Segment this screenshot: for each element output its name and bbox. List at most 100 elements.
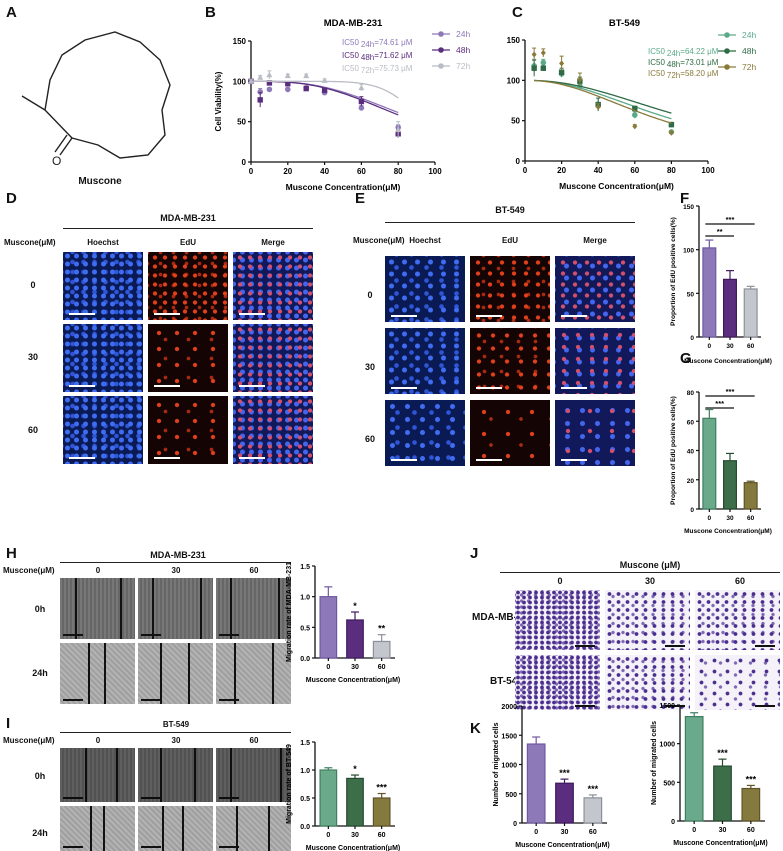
- transwell-row-mda: MDA-MB-231: [472, 612, 534, 623]
- edu-mda-col-merge: Merge: [261, 238, 285, 247]
- x-tick-label: 20: [283, 167, 292, 176]
- y-tick-label: 1.0: [300, 768, 310, 775]
- wound-bt-row-24h: 24h: [32, 828, 48, 838]
- data-point: [358, 98, 365, 105]
- x-tick-label: 30: [726, 343, 734, 350]
- panel-label-c: C: [512, 4, 523, 21]
- edu-mda-30: [148, 324, 228, 392]
- edu-bt-0: [470, 256, 550, 322]
- y-tick-label: 500: [663, 780, 675, 787]
- chart-g-edu-bt: 0 20 40 60 80 Proportion of EdU positive cell…: [670, 387, 772, 535]
- bar-30: [713, 765, 732, 822]
- chart-k-migrated-mda: 0 500 1000 1500 2000 Number of migrated cells…: [493, 704, 610, 849]
- x-tick-label: 60: [747, 827, 755, 834]
- wound-bt-30-24h: [138, 806, 213, 851]
- wound-mda-row-24h: 24h: [32, 668, 48, 678]
- y-tick-label: 1.0: [300, 595, 310, 602]
- wound-bt-col-30: 30: [171, 736, 181, 745]
- x-tick-label: 60: [747, 515, 755, 522]
- x-tick-label: 30: [351, 664, 359, 671]
- hoechst-mda-0: [63, 252, 143, 320]
- y-tick-label: 1000: [501, 763, 517, 770]
- bar-60: [583, 797, 603, 824]
- ic50-value: =74.61 μM: [374, 38, 413, 47]
- y-axis-label: Number of migrated cells: [651, 721, 658, 805]
- edu-bt-title: BT-549: [495, 205, 525, 215]
- significance-mark: ***: [588, 784, 599, 794]
- x-tick-label: 0: [534, 829, 538, 836]
- legend-label-24h: 24h: [742, 30, 756, 40]
- legend-marker-72h: [438, 63, 444, 69]
- x-tick-label: 60: [378, 664, 386, 671]
- bar-60: [741, 787, 761, 822]
- bar-0: [684, 716, 704, 822]
- wound-bt-col-0: 0: [95, 736, 101, 745]
- wound-bt-title: BT-549: [162, 720, 190, 729]
- chart-i-migration-bt: 0.0 0.5 1.0 1.5 Migration rate of BT-549 0 30 *…: [286, 740, 401, 851]
- y-tick-label: 40: [687, 449, 695, 456]
- merge-bt-60: [555, 400, 635, 466]
- edu-mda-60: [148, 396, 228, 464]
- panel-label-a: A: [6, 4, 17, 21]
- data-point: [668, 129, 674, 136]
- ic50-value: =71.62 μM: [374, 51, 413, 60]
- y-tick-label: 0: [671, 819, 675, 826]
- transwell-col-0: 0: [557, 576, 563, 586]
- chart-f-edu-mda: 0 50 100 150 Proportion of EdU positive cell…: [670, 204, 772, 365]
- x-tick-label: 30: [719, 827, 727, 834]
- fit-curve-72h: [534, 79, 672, 124]
- legend-label-48h: 48h: [742, 46, 756, 56]
- y-tick-label: 0.0: [300, 656, 310, 663]
- y-tick-label: 100: [683, 248, 694, 255]
- y-tick-label: 1.5: [300, 564, 310, 571]
- x-tick-label: 40: [320, 167, 329, 176]
- edu-mda-col-hoechst: Hoechst: [87, 238, 119, 247]
- wound-mda-60-0h: [216, 578, 291, 639]
- wound-bt-60-0h: [216, 748, 291, 802]
- ic50-annotation: IC50 24h=74.61 μM: [342, 38, 413, 49]
- significance-label: ***: [715, 399, 724, 408]
- ic50-annotation: IC50 48h=71.62 μM: [342, 51, 413, 62]
- y-tick-label: 1.5: [300, 740, 310, 747]
- panel-label-g: G: [680, 350, 692, 367]
- wound-mda-30-0h: [138, 578, 213, 639]
- data-point: [285, 81, 291, 87]
- data-point: [531, 65, 537, 71]
- significance-label: **: [717, 227, 723, 236]
- x-axis-label: Muscone Concentration(μM): [673, 840, 768, 847]
- data-point: [303, 85, 309, 92]
- panel-label-e: E: [355, 190, 366, 207]
- y-tick-label: 0: [242, 158, 247, 167]
- legend-label-48h: 48h: [456, 45, 470, 55]
- ic50-label: IC50: [648, 69, 665, 78]
- wound-bt-0-24h: [60, 806, 135, 851]
- ic50-label: IC50: [342, 38, 359, 47]
- edu-bt-30: [470, 328, 550, 394]
- x-axis-label: Muscone Concentration(μM): [306, 845, 401, 851]
- data-point: [595, 103, 601, 110]
- edu-mda-row-30: 30: [27, 352, 39, 362]
- data-point: [577, 76, 583, 83]
- merge-mda-0: [233, 252, 313, 320]
- y-tick-label: 150: [683, 204, 694, 211]
- significance-mark: **: [378, 624, 386, 634]
- data-point: [285, 86, 291, 93]
- hoechst-bt-30: [385, 328, 465, 394]
- merge-bt-0: [555, 256, 635, 322]
- transwell-header: Muscone (μM): [619, 560, 681, 570]
- x-tick-label: 0: [708, 515, 712, 522]
- wound-mda-col-60: 60: [249, 566, 259, 575]
- edu-bt-col-hoechst: Hoechst: [409, 236, 441, 245]
- significance-mark: *: [353, 601, 357, 611]
- ic50-subscript: 24h: [667, 49, 680, 58]
- chart-k-migrated-bt: 0 500 1000 1500 Number of migrated cells 0 30 *…: [651, 703, 768, 847]
- data-point: [540, 59, 547, 66]
- y-tick-label: 1000: [659, 742, 675, 749]
- legend-label-72h: 72h: [742, 62, 756, 72]
- legend-marker-24h: [724, 32, 730, 38]
- data-point: [358, 105, 365, 111]
- significance-label: ***: [726, 387, 735, 396]
- x-tick-label: 60: [589, 829, 597, 836]
- x-axis-label: Muscone Concentration(μM): [286, 182, 401, 192]
